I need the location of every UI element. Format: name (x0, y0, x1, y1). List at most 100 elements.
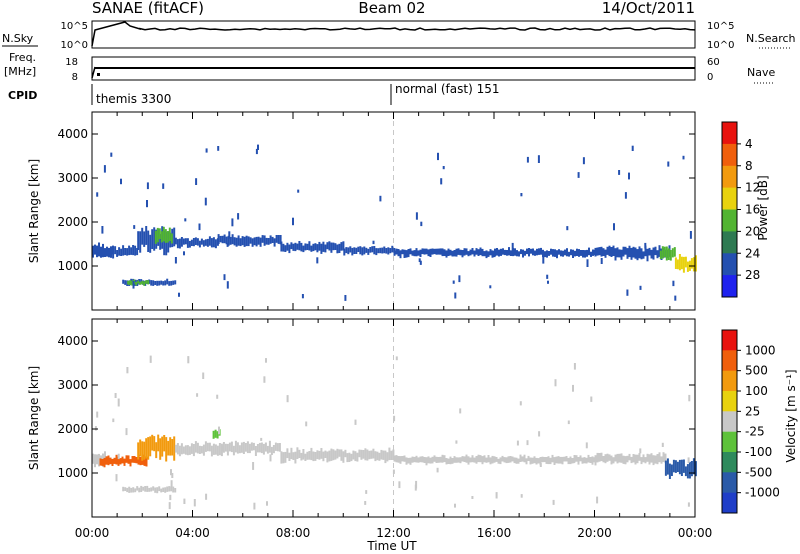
data-cell (330, 448, 333, 461)
scatter-echo (103, 165, 106, 173)
data-cell (545, 457, 548, 464)
scatter-echo (205, 148, 208, 153)
data-cell (487, 251, 490, 257)
data-cell (141, 280, 144, 285)
data-cell (268, 440, 271, 453)
data-cell (145, 280, 148, 284)
data-cell (162, 487, 165, 492)
data-cell (154, 230, 157, 244)
data-cell (606, 246, 609, 255)
data-cell (399, 456, 402, 464)
scatter-echo (687, 457, 690, 463)
data-cell (153, 227, 156, 251)
data-cell (403, 455, 406, 462)
data-cell (180, 237, 183, 247)
data-cell (156, 487, 159, 494)
data-cell (170, 486, 173, 492)
date-title: 14/Oct/2011 (602, 0, 695, 17)
scatter-echo (269, 454, 272, 462)
data-cell (210, 445, 213, 457)
data-cell (312, 451, 315, 462)
data-cell (217, 234, 220, 244)
noise-line (91, 21, 696, 47)
data-cell (252, 442, 255, 451)
data-cell (656, 250, 659, 259)
data-cell (405, 457, 408, 465)
data-cell (316, 244, 319, 253)
x-tick-label: 12:00 (376, 526, 411, 540)
scatter-echo (226, 242, 229, 247)
data-cell (338, 449, 341, 457)
data-cell (259, 237, 262, 247)
data-cell (602, 248, 605, 256)
data-cell (141, 441, 144, 461)
data-cell (204, 239, 207, 246)
data-cell (139, 439, 142, 457)
data-cell (658, 452, 661, 463)
data-cell (534, 250, 536, 256)
scatter-echo (628, 172, 630, 180)
data-cell (384, 450, 387, 464)
colorbar-swatch (722, 431, 737, 453)
data-cell (381, 247, 384, 254)
data-cell (427, 456, 430, 464)
data-cell (196, 442, 199, 454)
data-cell (160, 280, 163, 285)
scatter-echo (170, 480, 173, 487)
data-cell (652, 247, 655, 260)
data-cell (459, 457, 462, 464)
data-cell (610, 455, 613, 465)
data-cell (667, 248, 670, 260)
data-cell (377, 248, 380, 254)
data-cell (214, 239, 217, 249)
scatter-echo (436, 467, 439, 473)
scatter-echo (292, 217, 294, 226)
data-cell (389, 248, 392, 254)
colorbar-tick-label: 24 (745, 246, 760, 260)
data-cell (198, 445, 201, 454)
data-cell (182, 446, 185, 454)
scatter-echo (226, 281, 229, 289)
data-cell (135, 457, 138, 464)
data-cell (608, 454, 611, 461)
data-cell (686, 261, 689, 272)
data-cell (600, 452, 603, 462)
scatter-echo (162, 183, 165, 189)
y-tick-label: 2000 (57, 422, 88, 436)
data-cell (556, 250, 558, 259)
data-cell (224, 443, 227, 452)
data-cell (413, 250, 416, 257)
data-cell (312, 243, 315, 252)
data-cell (549, 457, 552, 465)
data-cell (684, 256, 687, 268)
data-cell (190, 239, 193, 246)
data-cell (395, 248, 398, 255)
data-cell (202, 444, 205, 456)
data-cell (169, 437, 172, 456)
scatter-echo (193, 499, 196, 507)
data-cell (139, 231, 142, 253)
data-cell (367, 248, 370, 255)
data-cell (192, 444, 195, 457)
data-cell (567, 457, 570, 465)
data-cell (614, 248, 617, 261)
data-cell (604, 249, 607, 258)
data-cell (212, 443, 215, 455)
freq-trace (91, 66, 695, 79)
data-cell (340, 449, 343, 461)
data-cell (455, 457, 458, 463)
data-cell (304, 243, 307, 251)
data-cell (241, 236, 244, 246)
data-cell (173, 436, 176, 461)
x-tick-label: 04:00 (175, 526, 210, 540)
data-cell (650, 249, 653, 259)
data-cell (362, 450, 365, 459)
scatter-echo (586, 259, 589, 267)
scatter-echo (419, 260, 422, 265)
data-cell (152, 280, 155, 286)
data-cell (162, 281, 165, 286)
data-cell (417, 457, 420, 463)
colorbar-tick-label: 20 (745, 224, 760, 238)
data-cell (184, 238, 187, 245)
data-cell (674, 257, 677, 269)
